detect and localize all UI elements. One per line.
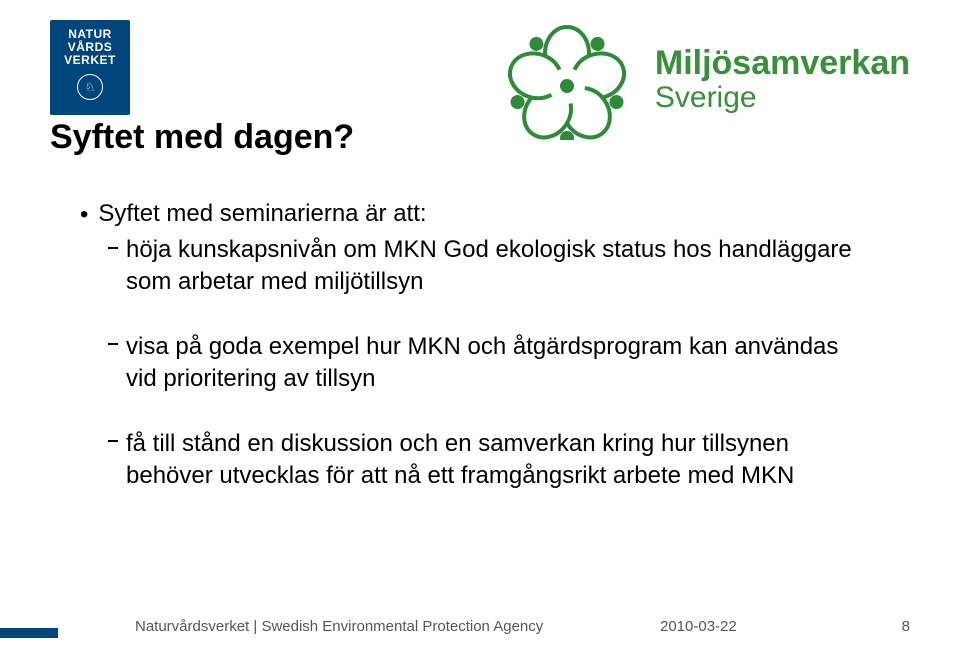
footer: Naturvårdsverket | Swedish Environmental… (0, 613, 960, 635)
bullet-level2-text: få till stånd en diskussion och en samve… (126, 430, 794, 489)
footer-date: 2010-03-22 (660, 618, 737, 635)
bullet-level2-text: visa på goda exempel hur MKN och åtgärds… (126, 333, 838, 392)
slide: NATUR VÅRDS VERKET ♘ Syftet med dagen? (0, 0, 960, 657)
bullet-level2-item: höja kunskapsnivån om MKN God ekologisk … (108, 234, 860, 299)
bullet-level2-item: visa på goda exempel hur MKN och åtgärds… (108, 331, 860, 396)
nv-logo-emblem-icon: ♘ (77, 74, 103, 100)
flower-icon (505, 20, 635, 140)
bullet-level1: •Syftet med seminarierna är att: (80, 200, 860, 228)
header: NATUR VÅRDS VERKET ♘ Syftet med dagen? (50, 20, 910, 140)
footer-page-number: 8 (902, 618, 910, 635)
body-content: •Syftet med seminarierna är att: höja ku… (80, 200, 860, 524)
bullet-dash-icon (108, 343, 118, 345)
page-title: Syftet med dagen? (50, 118, 354, 157)
footer-org: Naturvårdsverket | Swedish Environmental… (135, 618, 543, 635)
bullet-level2-item: få till stånd en diskussion och en samve… (108, 428, 860, 493)
bullet-dash-icon (108, 247, 118, 249)
bullet-level2-text: höja kunskapsnivån om MKN God ekologisk … (126, 236, 852, 295)
ms-logo-line2: Sverige (655, 82, 910, 114)
nv-logo-line3: VERKET (64, 54, 116, 67)
ms-logo-text: Miljösamverkan Sverige (655, 46, 910, 113)
naturvardsverket-logo: NATUR VÅRDS VERKET ♘ (50, 20, 130, 115)
miljosamverkan-logo: Miljösamverkan Sverige (505, 20, 910, 140)
nv-emblem-glyph: ♘ (85, 80, 96, 94)
bullet-dash-icon (108, 440, 118, 442)
ms-logo-line1: Miljösamverkan (655, 46, 910, 82)
bullet-level1-text: Syftet med seminarierna är att: (98, 200, 426, 227)
footer-accent-bar (0, 628, 58, 638)
